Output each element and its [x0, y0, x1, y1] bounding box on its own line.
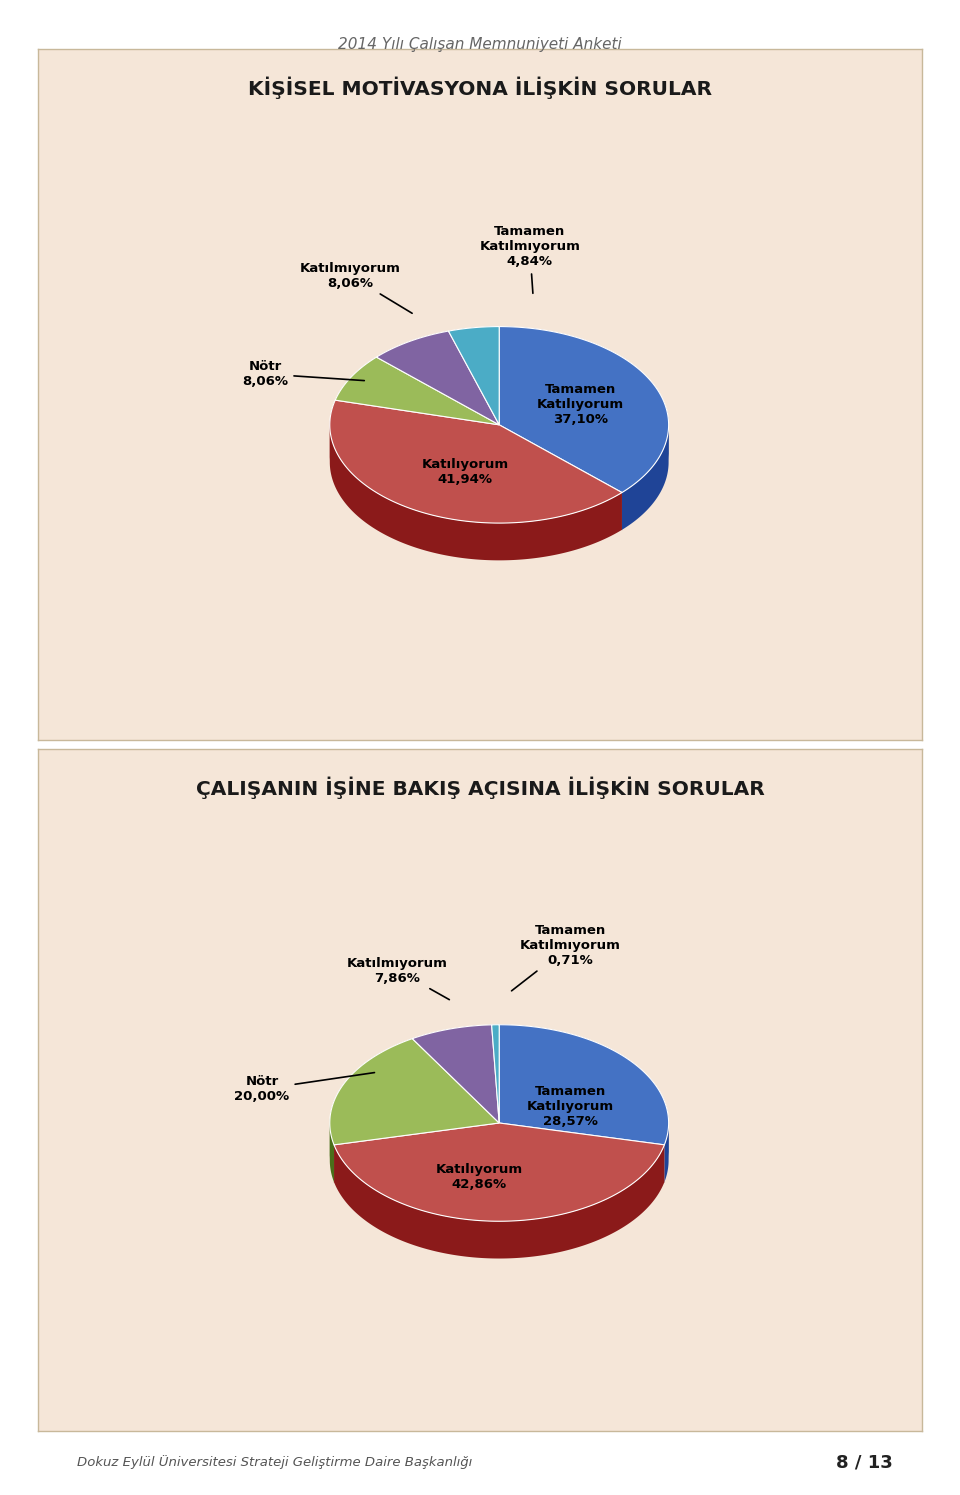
Polygon shape	[492, 1024, 499, 1123]
Polygon shape	[448, 326, 499, 425]
Text: Katılmıyorum
8,06%: Katılmıyorum 8,06%	[300, 262, 412, 314]
Polygon shape	[413, 1026, 499, 1123]
Polygon shape	[335, 357, 499, 425]
Text: Katılmıyorum
7,86%: Katılmıyorum 7,86%	[348, 957, 449, 1000]
Text: Tamamen
Katılıyorum
37,10%: Tamamen Katılıyorum 37,10%	[537, 383, 624, 426]
Text: Nötr
8,06%: Nötr 8,06%	[243, 360, 364, 389]
Polygon shape	[499, 1024, 668, 1160]
Polygon shape	[413, 1026, 492, 1076]
Polygon shape	[330, 401, 622, 523]
Polygon shape	[376, 330, 448, 395]
Text: 8 / 13: 8 / 13	[836, 1453, 893, 1471]
Polygon shape	[448, 326, 499, 368]
Text: Katılıyorum
41,94%: Katılıyorum 41,94%	[421, 459, 509, 486]
Polygon shape	[492, 1024, 499, 1061]
Text: Tamamen
Katılmıyorum
0,71%: Tamamen Katılmıyorum 0,71%	[512, 924, 621, 991]
Polygon shape	[499, 1024, 668, 1145]
Polygon shape	[330, 426, 622, 561]
Polygon shape	[330, 1039, 413, 1160]
Text: ÇALIŞANIN İŞİNE BAKIŞ AÇISINA İLİŞKİN SORULAR: ÇALIŞANIN İŞİNE BAKIŞ AÇISINA İLİŞKİN SO…	[196, 776, 764, 798]
Polygon shape	[499, 326, 668, 462]
Polygon shape	[335, 357, 376, 438]
Text: Tamamen
Katılmıyorum
4,84%: Tamamen Katılmıyorum 4,84%	[479, 226, 580, 293]
Text: 2014 Yılı Çalışan Memnuniyeti Anketi: 2014 Yılı Çalışan Memnuniyeti Anketi	[338, 37, 622, 52]
Text: KİŞİSEL MOTİVASYONA İLİŞKİN SORULAR: KİŞİSEL MOTİVASYONA İLİŞKİN SORULAR	[248, 76, 712, 99]
Text: Katılıyorum
42,86%: Katılıyorum 42,86%	[435, 1163, 522, 1192]
Polygon shape	[334, 1145, 664, 1259]
Text: Tamamen
Katılıyorum
28,57%: Tamamen Katılıyorum 28,57%	[527, 1084, 613, 1127]
Polygon shape	[664, 1124, 668, 1183]
Polygon shape	[330, 401, 335, 462]
Polygon shape	[330, 1123, 334, 1183]
Polygon shape	[334, 1123, 664, 1221]
Polygon shape	[376, 330, 499, 425]
Text: Dokuz Eylül Üniversitesi Strateji Geliştirme Daire Başkanlığı: Dokuz Eylül Üniversitesi Strateji Gelişt…	[77, 1455, 472, 1470]
Polygon shape	[499, 326, 668, 492]
Polygon shape	[330, 1039, 499, 1145]
Text: Nötr
20,00%: Nötr 20,00%	[234, 1072, 374, 1103]
Polygon shape	[622, 426, 668, 529]
